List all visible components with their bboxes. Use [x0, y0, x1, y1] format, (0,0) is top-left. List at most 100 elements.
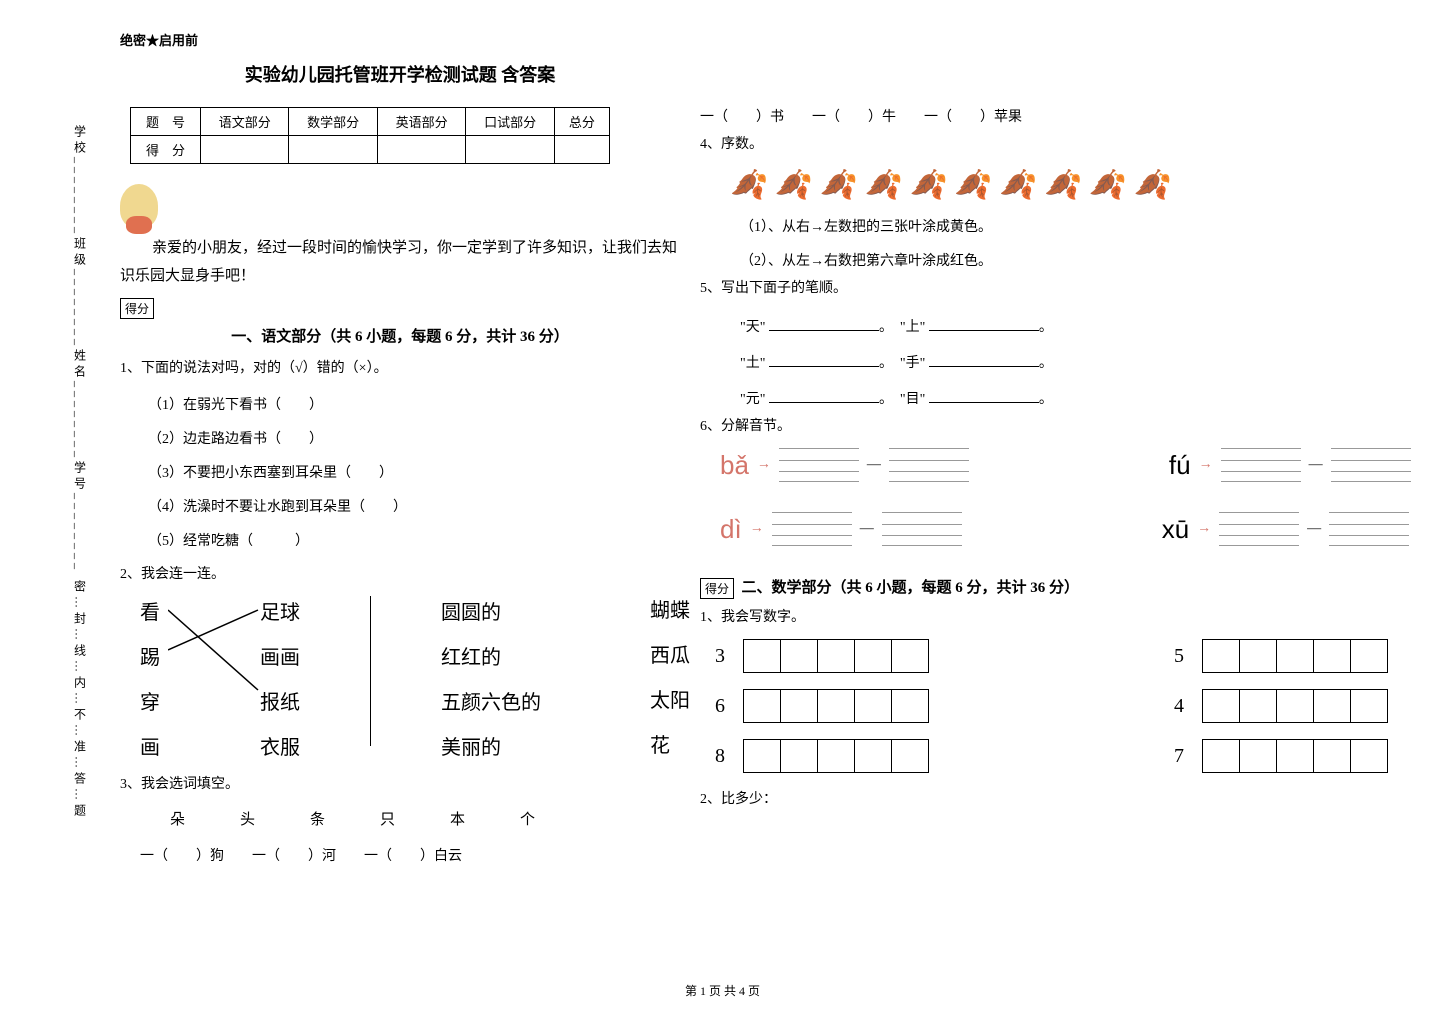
score-table: 题 号 语文部分 数学部分 英语部分 口试部分 总分 得 分	[130, 107, 610, 164]
cell: 总分	[554, 108, 609, 136]
pinyin-cell: xū → —	[1162, 512, 1409, 546]
char: 目	[906, 392, 920, 407]
cell	[289, 136, 377, 164]
pinyin-write-box	[882, 512, 962, 546]
q1-item: （5）经常吃糖（ ）	[148, 530, 680, 550]
q3-line1: 一（ ）狗 一（ ）河 一（ ）白云	[140, 845, 680, 865]
right-column: 一（ ）书 一（ ）牛 一（ ）苹果 4、序数。 🍂🍂🍂🍂🍂🍂🍂🍂🍂🍂 （1）、…	[700, 30, 1400, 819]
pinyin-cell: dì → —	[720, 512, 962, 546]
q1-item: （1）在弱光下看书（ ）	[148, 394, 680, 414]
pinyin-area: bǎ → — fú → — dì → — x	[720, 448, 1400, 546]
num-row: 8	[710, 739, 929, 773]
cell: 英语部分	[377, 108, 465, 136]
binding-strip: 学校________班级________姓名________学号________…	[65, 0, 95, 820]
intro-text: 亲爱的小朋友，经过一段时间的愉快学习，你一定学到了许多知识，让我们去知识乐园大显…	[120, 234, 680, 290]
q5-stem: 5、写出下面子的笔顺。	[700, 278, 1400, 300]
match-item: 踢	[140, 641, 160, 670]
leaf-row-icon: 🍂🍂🍂🍂🍂🍂🍂🍂🍂🍂	[730, 168, 1400, 202]
num-lead: 7	[1169, 745, 1189, 768]
q3-line2: 一（ ）书 一（ ）牛 一（ ）苹果	[700, 106, 1400, 126]
q1-item: （2）边走路边看书（ ）	[148, 428, 680, 448]
pinyin-row: bǎ → — fú → —	[720, 448, 1400, 482]
match-col: 圆圆的 红红的 五颜六色的 美丽的	[441, 596, 541, 760]
match-item: 圆圆的	[441, 596, 541, 625]
num-col: 3 6 8	[710, 639, 929, 773]
num-boxes	[1203, 689, 1388, 723]
num-lead: 3	[710, 645, 730, 668]
pinyin-cell: fú → —	[1169, 448, 1411, 482]
arrow-icon: →	[1199, 457, 1213, 473]
q2-stem: 2、我会连一连。	[120, 564, 680, 586]
cell: 题 号	[131, 108, 201, 136]
left-column: 绝密★启用前 实验幼儿园托管班开学检测试题 含答案 题 号 语文部分 数学部分 …	[120, 30, 680, 865]
cell: 得 分	[131, 136, 201, 164]
table-row: 题 号 语文部分 数学部分 英语部分 口试部分 总分	[131, 108, 610, 136]
score-medal: 得分	[120, 298, 154, 319]
sec2-header: 得分 二、数学部分（共 6 小题，每题 6 分，共计 36 分）	[700, 576, 1400, 599]
arrow-icon: →	[1197, 521, 1211, 537]
cell: 口试部分	[466, 108, 554, 136]
num-boxes	[1203, 739, 1388, 773]
dash-icon: —	[1307, 521, 1321, 537]
dash-icon: —	[860, 521, 874, 537]
num-lead: 5	[1169, 645, 1189, 668]
match-item: 穿	[140, 686, 160, 715]
q4-stem: 4、序数。	[700, 134, 1400, 156]
num-boxes	[1203, 639, 1388, 673]
match-item: 蝴蝶	[650, 594, 690, 623]
pinyin-write-box	[779, 448, 859, 482]
stroke-row: "土" 。 "手" 。	[740, 352, 1400, 372]
pinyin-write-box	[1331, 448, 1411, 482]
cell	[201, 136, 289, 164]
num-boxes	[744, 639, 929, 673]
match-item: 西瓜	[650, 639, 690, 668]
char: 天	[746, 320, 760, 335]
num-row: 7	[1169, 739, 1388, 773]
num-row: 6	[710, 689, 929, 723]
q4-sub2: （2）、从左→右数把第六章叶涂成红色。	[740, 250, 1400, 270]
num-row: 3	[710, 639, 929, 673]
stroke-row: "天" 。 "上" 。	[740, 316, 1400, 336]
q1-item: （3）不要把小东西塞到耳朵里（ ）	[148, 462, 680, 482]
pinyin-row: dì → — xū → —	[720, 512, 1400, 546]
cell: 数学部分	[289, 108, 377, 136]
pinyin-syllable: bǎ	[720, 450, 749, 481]
pinyin-write-box	[1221, 448, 1301, 482]
num-boxes	[744, 689, 929, 723]
num-row: 4	[1169, 689, 1388, 723]
page-footer: 第 1 页 共 4 页	[0, 982, 1445, 999]
char: 元	[746, 392, 760, 407]
dash-icon: —	[1309, 457, 1323, 473]
dash-icon: —	[867, 457, 881, 473]
q1-stem: 1、下面的说法对吗，对的（√）错的（×）。	[120, 358, 680, 380]
cell: 语文部分	[201, 108, 289, 136]
avatar	[120, 184, 158, 228]
num-col: 5 4 7	[1169, 639, 1388, 773]
doc-title: 实验幼儿园托管班开学检测试题 含答案	[120, 61, 680, 87]
pinyin-syllable: xū	[1162, 514, 1189, 545]
match-item: 看	[140, 596, 160, 625]
q1-item: （4）洗澡时不要让水跑到耳朵里（ ）	[148, 496, 680, 516]
pinyin-write-box	[1329, 512, 1409, 546]
secret-label: 绝密★启用前	[120, 30, 680, 49]
pinyin-write-box	[772, 512, 852, 546]
match-item: 五颜六色的	[441, 686, 541, 715]
num-boxes	[744, 739, 929, 773]
num-lead: 6	[710, 695, 730, 718]
match-item: 美丽的	[441, 731, 541, 760]
arrow-icon: →	[750, 521, 764, 537]
pinyin-write-box	[889, 448, 969, 482]
match-col: 看 踢 穿 画	[140, 596, 160, 760]
table-row: 得 分	[131, 136, 610, 164]
cell	[554, 136, 609, 164]
binding-text: 学校________班级________姓名________学号________…	[72, 125, 89, 820]
section-2-title: 二、数学部分（共 6 小题，每题 6 分，共计 36 分）	[742, 580, 1080, 596]
match-area: 看 踢 穿 画 足球 画画 报纸 衣服 圆圆的 红红的 五颜六色的 美丽的	[140, 596, 680, 760]
q3-stem: 3、我会选词填空。	[120, 774, 680, 796]
pinyin-cell: bǎ → —	[720, 448, 969, 482]
match-lines-icon	[168, 600, 318, 750]
m-q2-stem: 2、比多少：	[700, 789, 1400, 811]
pinyin-write-box	[1219, 512, 1299, 546]
num-lead: 8	[710, 745, 730, 768]
section-1-title: 一、语文部分（共 6 小题，每题 6 分，共计 36 分）	[120, 325, 680, 346]
